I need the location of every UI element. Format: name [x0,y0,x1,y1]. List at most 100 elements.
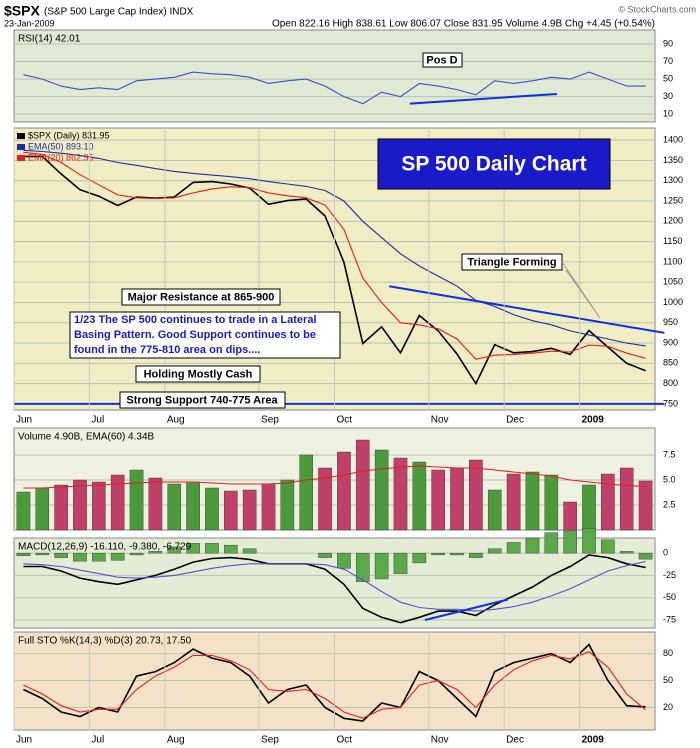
resistance-label: Major Resistance at 865-900 [128,291,275,303]
y-tick-label: 50 [663,675,673,685]
y-tick-label: 850 [663,358,678,368]
y-tick-label: 950 [663,317,678,327]
bar [129,552,144,556]
x-tick-label: Nov [431,735,449,746]
y-tick-label: 0 [663,548,668,558]
bar [601,473,615,531]
bar [110,474,125,531]
legend-swatch [17,133,25,139]
date: 23-Jan-2009 [4,18,55,28]
bar [205,487,219,531]
panel-legend: RSI(14) 42.01 [18,34,81,45]
note-line: 1/23 The SP 500 continues to trade in a … [74,314,317,326]
annotations: SP 500 Daily Chart Pos D Triangle Formin… [69,52,611,409]
y-tick-label: 70 [663,56,673,66]
bar [54,484,68,531]
chart-title: SP 500 Daily Chart [401,153,586,176]
trendline [424,598,509,621]
note-line: found in the 775-810 area on dips.... [74,344,260,356]
bar [412,552,427,564]
bar [205,543,219,554]
bar [92,481,106,531]
y-tick-label: 1100 [663,256,682,266]
panel-legend: Full STO %K(14,3) %D(3) 20.73, 17.50 [18,636,192,647]
bar [638,480,653,531]
trendline [389,285,665,334]
x-tick-label: Dec [506,735,524,746]
bar [54,552,68,558]
cash-label: Holding Mostly Cash [144,368,253,380]
y-tick-label: -50 [663,592,676,602]
x-tick-label: Sep [261,415,279,426]
bar [431,469,445,531]
bar [92,552,106,562]
y-tick-label: 1250 [663,195,683,205]
y-tick-label: 1300 [663,175,683,185]
y-tick-label: 1050 [663,277,683,287]
note-line: Basing Pattern. Good Support continues t… [74,329,316,341]
bar [412,461,427,531]
bar [450,552,464,556]
support-box: Strong Support 740-775 Area [119,391,286,409]
x-tick-label: Aug [167,415,185,426]
series-line [23,71,646,105]
bar [224,490,238,531]
y-tick-label: 20 [663,702,673,712]
bar [525,471,540,531]
bar [148,477,163,531]
x-tick-label: Jul [91,735,104,746]
y-tick-label: 7.5 [663,449,676,459]
bar [280,479,295,531]
bar [299,454,314,531]
bar [450,467,464,531]
bar [35,487,50,531]
bar [318,467,332,531]
bar [393,457,408,531]
y-tick-label: -25 [663,570,676,580]
bar [619,467,634,531]
y-tick-label: 2.5 [663,499,676,509]
y-tick-label: 5.0 [663,474,676,484]
bar [224,544,238,554]
x-tick-label: Jun [16,735,32,746]
bar [563,530,577,554]
bar [167,483,182,531]
bar [374,449,389,531]
bar [73,479,87,531]
y-tick-label: 750 [663,398,678,408]
panel-legend: MACD(12,26,9) -16.110, -9.380, -6.729 [18,542,192,553]
bar [35,552,50,556]
triangle-box: Triangle Forming [461,253,563,271]
y-tick-label: 1150 [663,236,682,246]
y-tick-label: 10 [663,108,673,118]
symbol: $SPX [4,3,40,19]
x-tick-label: 2009 [582,735,605,746]
callout-arrow [561,261,601,319]
panel-background [13,29,656,123]
pos-label: Pos D [426,54,457,66]
bar [337,451,351,531]
x-tick-label: Oct [337,415,353,426]
bar [186,481,200,531]
note-box: 1/23 The SP 500 continues to trade in a … [69,311,341,359]
y-tick-label: 80 [663,648,673,658]
series-line [23,554,646,624]
bar [129,469,144,531]
y-tick-label: 1000 [663,297,683,307]
quote: Open 822.16 High 838.61 Low 806.07 Close… [272,19,655,30]
bar [619,551,634,554]
x-tick-label: Jul [91,415,104,426]
bar [487,548,502,554]
bar [487,489,502,531]
bar [525,537,540,554]
bar [355,439,370,531]
x-tick-label: Aug [167,735,185,746]
x-tick-label: 2009 [582,415,605,426]
bar [431,552,445,556]
bar [73,552,87,562]
bar [582,484,596,531]
y-tick-label: 30 [663,91,673,101]
bar [469,552,483,558]
